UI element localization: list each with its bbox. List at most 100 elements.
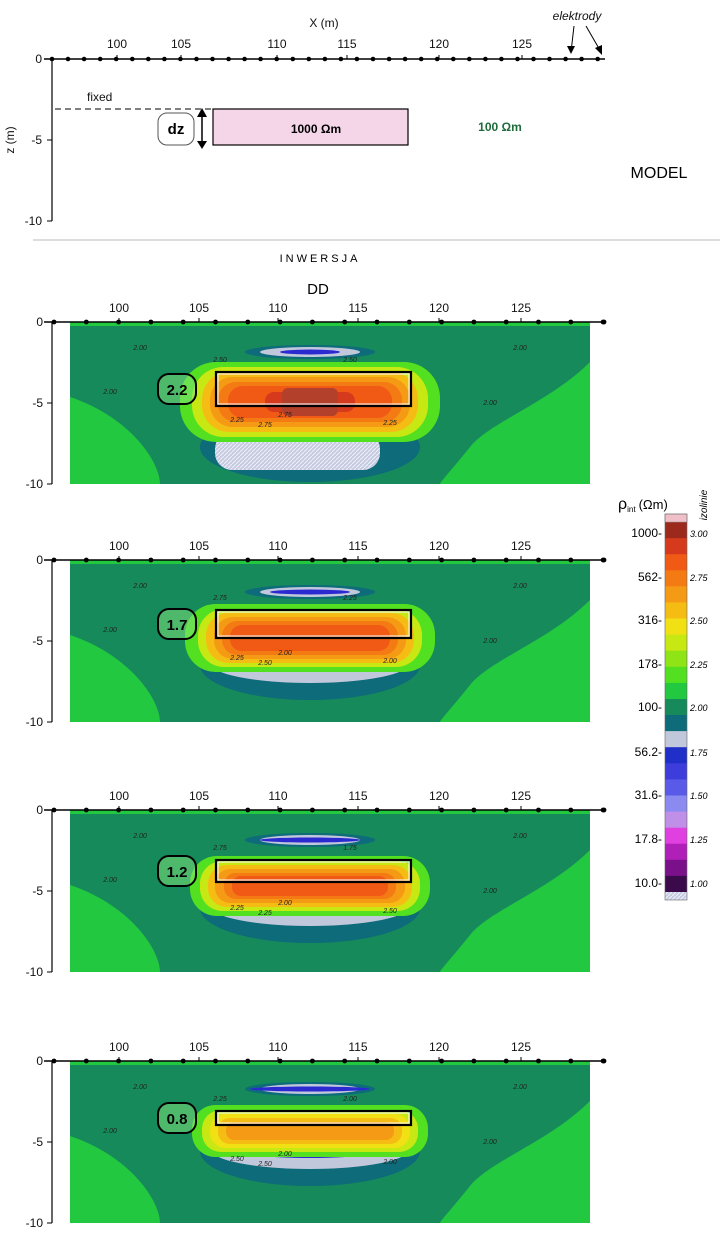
model-block-outline: [214, 1109, 413, 1127]
legend-log-tick: 2.00: [689, 703, 708, 713]
model-block: [212, 108, 409, 146]
electrode: [51, 1058, 57, 1064]
legend-swatch: [665, 586, 687, 603]
isoline-label: 2.00: [132, 345, 147, 352]
electrode: [406, 319, 412, 325]
legend-swatch: [665, 747, 687, 764]
z-tick-label: -5: [32, 396, 43, 410]
electrode: [310, 807, 315, 813]
z-tick-label: 0: [36, 315, 43, 329]
upper-lens-core: [260, 837, 360, 843]
electrode: [245, 319, 251, 325]
legend-log-tick: 3.00: [690, 529, 708, 539]
legend-resistivity-tick: 56.2-: [635, 745, 662, 759]
electrode: [531, 56, 536, 62]
x-tick-label: 100: [109, 539, 129, 553]
electrode: [503, 1058, 509, 1064]
legend-swatch: [665, 859, 687, 877]
legend-swatch: [665, 731, 687, 748]
electrode: [483, 56, 488, 62]
z-tick-label: 0: [36, 1054, 43, 1068]
electrode: [402, 56, 408, 62]
isoline-label: 2.00: [382, 658, 397, 665]
upper-lens-core: [270, 589, 350, 595]
x-tick-label: 105: [171, 37, 191, 51]
legend-log-tick: 2.25: [689, 660, 709, 670]
model-block-outline: [214, 608, 413, 640]
legend-swatch: [665, 682, 687, 700]
electrode: [310, 319, 315, 325]
model-block-outline: [214, 858, 413, 884]
legend-swatch: [665, 827, 687, 845]
x-tick-label: 115: [348, 301, 367, 315]
electrode: [471, 807, 477, 813]
electrode: [503, 319, 509, 325]
legend-color-bar: [664, 513, 688, 901]
legend-log-tick: 1.00: [690, 879, 708, 889]
x-tick-label: 105: [189, 301, 209, 315]
electrode: [213, 557, 218, 563]
electrode: [601, 319, 607, 325]
high-resistivity-core: [282, 388, 338, 416]
electrode: [194, 56, 199, 62]
electrode: [568, 319, 574, 325]
electrode: [601, 557, 607, 563]
electrode: [65, 56, 71, 62]
inversion-title: INWERSJA: [280, 253, 361, 265]
electrode: [290, 56, 296, 62]
electrode: [439, 319, 444, 325]
legend-log-tick: 2.75: [689, 573, 709, 583]
isoline-label: 2.00: [102, 877, 117, 884]
z-tick-label: -5: [32, 634, 43, 648]
x-tick-label: 105: [189, 789, 209, 803]
high-resistivity-contour: [226, 1122, 394, 1140]
x-tick-label: 110: [267, 37, 286, 51]
isoline-label: 2.50: [212, 357, 227, 364]
dz-value: 1.2: [167, 864, 188, 881]
legend-rho-subscript: int: [627, 505, 636, 514]
electrode: [503, 557, 509, 563]
z-tick-label: -5: [31, 133, 42, 147]
electrode: [277, 807, 283, 813]
model-label: MODEL: [631, 165, 688, 182]
electrode: [471, 319, 477, 325]
legend-resistivity-tick: 562-: [638, 570, 662, 584]
electrode: [148, 319, 154, 325]
z-tick-label: 0: [36, 553, 43, 567]
legend-swatch: [665, 715, 687, 732]
legend-swatch: [665, 570, 687, 587]
electrode: [338, 56, 344, 62]
electrode: [406, 807, 412, 813]
z-tick-label: -10: [26, 477, 44, 491]
electrode: [503, 807, 509, 813]
electrode: [342, 319, 348, 325]
isoline-label: 2.00: [132, 833, 147, 840]
electrode: [83, 807, 89, 813]
isoline-label: 2.50: [382, 908, 397, 915]
electrode: [258, 56, 263, 62]
isoline-label: 2.50: [257, 1161, 272, 1168]
isoline-label: 2.50: [342, 357, 357, 364]
electrode: [515, 56, 520, 62]
electrode: [245, 807, 251, 813]
dz-value: 0.8: [167, 1111, 188, 1128]
electrode: [471, 557, 477, 563]
electrode: [342, 557, 348, 563]
electrode: [434, 56, 440, 62]
x-tick-label: 115: [348, 539, 367, 553]
electrode: [213, 319, 218, 325]
x-tick-label: 120: [429, 789, 449, 803]
isoline-label: 2.00: [512, 345, 527, 352]
electrode: [148, 557, 154, 563]
isoline-label: 2.75: [212, 845, 227, 852]
electrode: [579, 56, 584, 62]
electrode: [536, 1058, 541, 1064]
legend-swatch: [665, 618, 687, 636]
model-block-inner-outline: [217, 611, 410, 637]
electrode: [180, 807, 186, 813]
electrode: [563, 56, 568, 62]
inversion-panels: 2.00 2.00 2.00 2.00 2.25 2.50 2.75 2.25 2.50 2.75…: [26, 301, 607, 1230]
z-tick-label: -5: [32, 884, 43, 898]
electrode: [499, 56, 504, 62]
electrode: [178, 56, 183, 62]
